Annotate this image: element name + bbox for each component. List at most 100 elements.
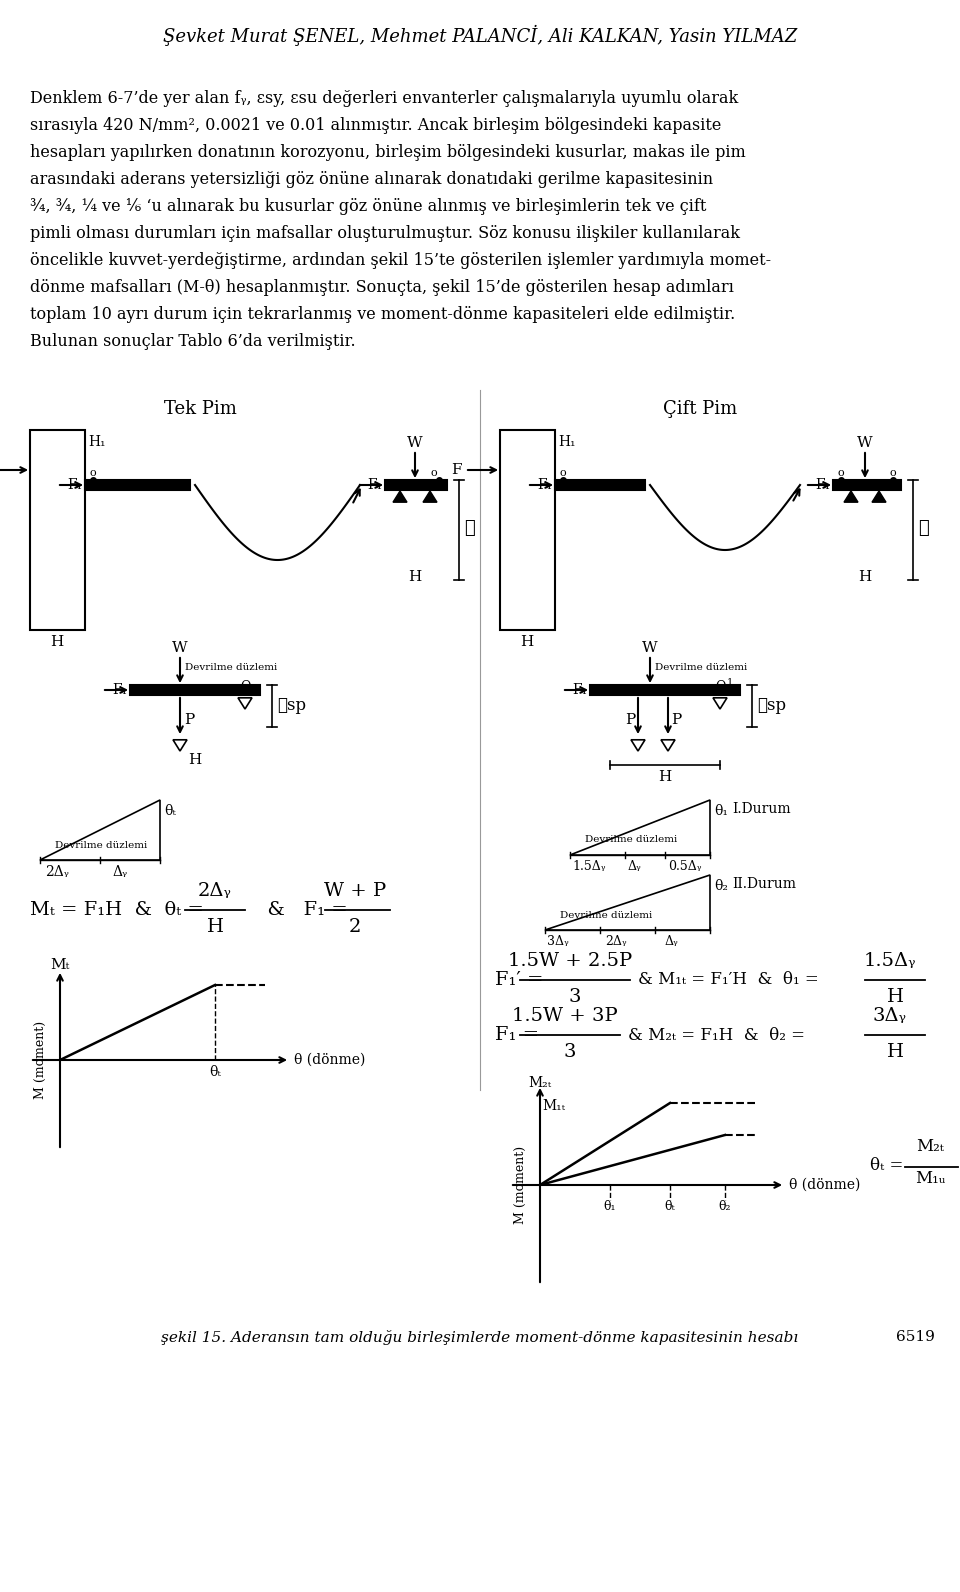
Text: θ₂: θ₂ [719,1200,732,1213]
Text: H₁: H₁ [88,435,106,449]
Text: 2Δᵧ: 2Δᵧ [605,935,627,947]
Bar [85,481,190,490]
Polygon shape [393,490,407,501]
Text: W: W [172,642,188,654]
Text: θ (dönme): θ (dönme) [789,1178,860,1192]
Text: II.Durum: II.Durum [732,877,796,892]
Text: H: H [206,919,224,936]
Text: Çift Pim: Çift Pim [662,400,737,419]
Text: θₜ: θₜ [664,1200,675,1213]
Text: W: W [857,436,873,451]
Text: θₜ: θₜ [164,804,176,818]
Text: o: o [838,468,845,478]
Text: arasındaki aderans yetersizliği göz önüne alınarak donatıdaki gerilme kapasitesi: arasındaki aderans yetersizliği göz önün… [30,170,713,188]
Text: 1.5W + 3P: 1.5W + 3P [512,1008,618,1025]
Text: P: P [184,713,194,728]
Text: P: P [625,713,635,728]
Text: ℓsp: ℓsp [277,697,306,713]
Text: θ₂: θ₂ [714,879,728,893]
Bar [555,481,645,490]
Text: 1.5W + 2.5P: 1.5W + 2.5P [508,952,632,970]
Text: F₁: F₁ [367,478,382,492]
Text: Δᵧ: Δᵧ [628,860,641,872]
Text: dönme mafsalları (M-θ) hesaplanmıştır. Sonuçta, şekil 15’de gösterilen hesap adı: dönme mafsalları (M-θ) hesaplanmıştır. S… [30,279,733,296]
Text: θₜ: θₜ [209,1065,221,1079]
Text: F₁ =: F₁ = [495,1025,540,1044]
Polygon shape [844,490,858,501]
Bar [500,430,555,630]
Text: θₜ =: θₜ = [870,1156,903,1173]
Text: θ (dönme): θ (dönme) [294,1052,366,1067]
Text: F₁: F₁ [815,478,830,492]
Text: o: o [889,468,896,478]
Text: ¾, ¾, ¼ ve ⅙ ‘u alınarak bu kusurlar göz önüne alınmış ve birleşimlerin tek ve ç: ¾, ¾, ¼ ve ⅙ ‘u alınarak bu kusurlar göz… [30,197,707,215]
Polygon shape [173,740,187,751]
Text: H: H [858,570,872,584]
Text: Δᵧ: Δᵧ [665,935,679,947]
Bar [30,430,85,630]
Text: H: H [886,1043,903,1060]
Text: 3: 3 [564,1043,576,1060]
Text: 3: 3 [568,989,581,1006]
Text: o: o [560,468,566,478]
Text: O: O [240,680,251,693]
Text: o: o [90,468,97,478]
Text: Şevket Murat ŞENEL, Mehmet PALANCİ, Ali KALKAN, Yasin YILMAZ: Şevket Murat ŞENEL, Mehmet PALANCİ, Ali … [163,25,797,46]
Text: M₁ᵤ: M₁ᵤ [915,1170,946,1188]
Text: şekil 15. Aderansın tam olduğu birleşimlerde moment-dönme kapasitesinin hesabı: şekil 15. Aderansın tam olduğu birleşiml… [161,1329,799,1345]
Text: ℓsp: ℓsp [757,697,786,713]
Polygon shape [423,490,437,501]
Text: W: W [642,642,658,654]
Text: O: O [715,680,725,693]
Text: Mₜ = F₁H  &  θₜ =: Mₜ = F₁H & θₜ = [30,901,204,919]
Text: Devrilme düzlemi: Devrilme düzlemi [560,911,652,920]
Polygon shape [872,490,886,501]
Text: θ₁: θ₁ [604,1200,616,1213]
Text: hesapları yapılırken donatının korozyonu, birleşim bölgesindeki kusurlar, makas : hesapları yapılırken donatının korozyonu… [30,143,746,161]
Text: 2Δᵧ: 2Δᵧ [45,864,69,879]
Polygon shape [238,697,252,708]
Text: & M₂ₜ = F₁H  &  θ₂ =: & M₂ₜ = F₁H & θ₂ = [628,1027,805,1043]
Text: Devrilme düzlemi: Devrilme düzlemi [55,841,147,850]
Text: W: W [407,436,422,451]
Text: Devrilme düzlemi: Devrilme düzlemi [185,662,277,672]
Text: P: P [671,713,682,728]
Polygon shape [631,740,645,751]
Text: sırasıyla 420 N/mm², 0.0021 ve 0.01 alınmıştır. Ancak birleşim bölgesindeki kapa: sırasıyla 420 N/mm², 0.0021 ve 0.01 alın… [30,116,721,134]
Text: Devrilme düzlemi: Devrilme düzlemi [655,662,747,672]
Text: 3Δᵧ: 3Δᵧ [547,935,568,947]
Text: 3Δᵧ: 3Δᵧ [873,1008,907,1025]
Text: Δᵧ: Δᵧ [112,864,128,879]
Text: Mₜ: Mₜ [50,958,70,973]
Text: F₁: F₁ [67,478,82,492]
Text: H: H [520,635,534,650]
Bar [130,685,260,696]
Text: ℓ: ℓ [918,519,928,537]
Text: W + P: W + P [324,882,386,899]
Bar [833,481,901,490]
Text: M₂ₜ: M₂ₜ [916,1138,944,1156]
Text: F₁: F₁ [112,683,127,697]
Text: öncelikle kuvvet-yerdeğiştirme, ardından şekil 15’te gösterilen işlemler yardımı: öncelikle kuvvet-yerdeğiştirme, ardından… [30,252,771,269]
Text: F₁: F₁ [537,478,552,492]
Text: pimli olması durumları için mafsallar oluşturulmuştur. Söz konusu ilişkiler kull: pimli olması durumları için mafsallar ol… [30,224,740,242]
Text: I.Durum: I.Durum [732,802,791,817]
Text: M₂ₜ: M₂ₜ [528,1076,552,1091]
Text: H: H [886,989,903,1006]
Polygon shape [713,697,727,708]
Text: H: H [659,771,672,783]
Text: Tek Pim: Tek Pim [163,400,236,419]
Text: H: H [50,635,63,650]
Text: 1.5Δᵧ: 1.5Δᵧ [572,860,606,872]
Text: M (moment): M (moment) [34,1020,46,1098]
Text: Bulunan sonuçlar Tablo 6’da verilmiştir.: Bulunan sonuçlar Tablo 6’da verilmiştir. [30,333,355,350]
Text: 6519: 6519 [896,1329,935,1344]
Text: Devrilme düzlemi: Devrilme düzlemi [585,836,677,844]
Bar [385,481,447,490]
Text: H₁: H₁ [558,435,575,449]
Text: 2Δᵧ: 2Δᵧ [198,882,232,899]
Text: o: o [430,468,437,478]
Text: M (moment): M (moment) [514,1146,526,1224]
Text: 1: 1 [727,678,733,688]
Text: toplam 10 ayrı durum için tekrarlanmış ve moment-dönme kapasiteleri elde edilmiş: toplam 10 ayrı durum için tekrarlanmış v… [30,306,735,323]
